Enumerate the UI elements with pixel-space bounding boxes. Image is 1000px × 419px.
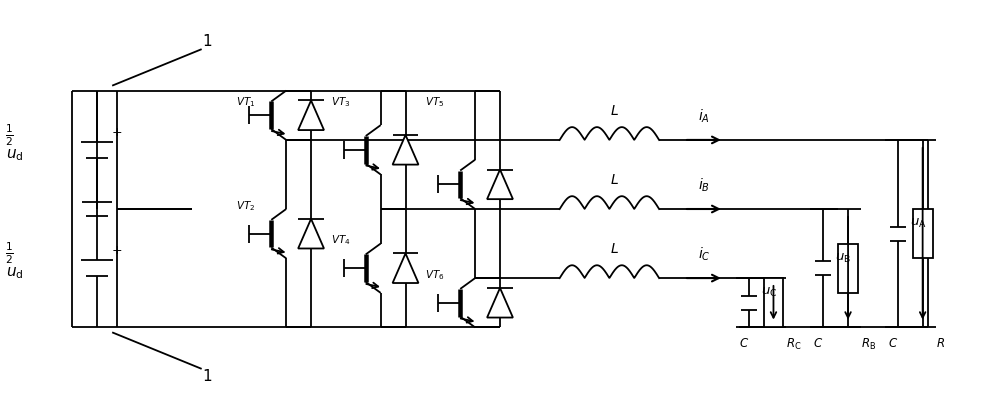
Text: $L$: $L$ (610, 173, 619, 187)
Bar (764, 278, 783, 327)
Text: $VT_6$: $VT_6$ (425, 268, 445, 282)
Text: $VT_5$: $VT_5$ (425, 96, 445, 109)
Text: $C$: $C$ (888, 337, 898, 350)
Text: $C$: $C$ (813, 337, 823, 350)
Text: $R_{\rm B}$: $R_{\rm B}$ (861, 337, 876, 352)
Polygon shape (393, 253, 418, 283)
Text: +: + (112, 244, 122, 257)
Text: $L$: $L$ (610, 104, 619, 118)
Bar (913, 209, 933, 259)
Text: $i_{B}$: $i_{B}$ (698, 177, 710, 194)
Text: $VT_1$: $VT_1$ (236, 96, 256, 109)
Text: $VT_2$: $VT_2$ (236, 199, 256, 213)
Text: $R_{\rm C}$: $R_{\rm C}$ (786, 337, 802, 352)
Text: 1: 1 (202, 34, 211, 49)
Text: $L$: $L$ (610, 242, 619, 256)
Text: $VT_3$: $VT_3$ (331, 96, 350, 109)
Bar (838, 243, 858, 293)
Text: $R$: $R$ (936, 337, 945, 350)
Text: $C$: $C$ (739, 337, 749, 350)
Text: +: + (112, 126, 122, 139)
Text: $u_{\rm C}$: $u_{\rm C}$ (761, 286, 777, 300)
Polygon shape (298, 101, 324, 130)
Text: $\frac{1}{2}$: $\frac{1}{2}$ (5, 122, 14, 148)
Text: $u_{\rm A}$: $u_{\rm A}$ (910, 217, 926, 230)
Text: $i_{C}$: $i_{C}$ (698, 246, 710, 263)
Text: 1: 1 (202, 369, 211, 384)
Text: $u_{\rm d}$: $u_{\rm d}$ (6, 265, 23, 281)
Polygon shape (487, 288, 513, 318)
Text: $i_{A}$: $i_{A}$ (698, 108, 710, 125)
Text: $VT_4$: $VT_4$ (331, 234, 351, 248)
Text: $\frac{1}{2}$: $\frac{1}{2}$ (5, 241, 14, 266)
Polygon shape (298, 219, 324, 248)
Text: $u_{\rm B}$: $u_{\rm B}$ (835, 252, 851, 265)
Polygon shape (487, 170, 513, 199)
Polygon shape (393, 135, 418, 165)
Text: $u_{\rm d}$: $u_{\rm d}$ (6, 147, 23, 163)
